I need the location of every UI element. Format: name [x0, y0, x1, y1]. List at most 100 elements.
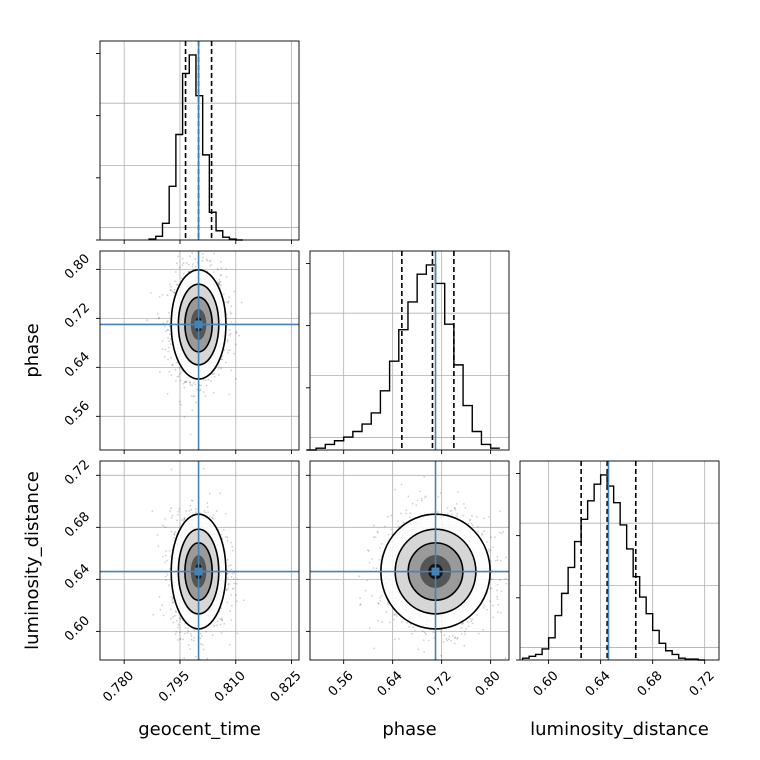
sample-point — [219, 492, 222, 495]
sample-point — [456, 512, 459, 515]
sample-point — [170, 285, 172, 288]
sample-point — [191, 384, 194, 387]
sample-point — [183, 416, 186, 418]
sample-point — [467, 625, 470, 628]
sample-point — [220, 284, 222, 287]
sample-point — [183, 517, 186, 519]
sample-point — [190, 634, 193, 637]
sample-point — [206, 259, 209, 262]
sample-point — [201, 635, 203, 637]
sample-point — [477, 531, 479, 533]
sample-point — [374, 536, 377, 538]
sample-point — [152, 613, 155, 616]
sample-point — [227, 302, 230, 304]
sample-point — [414, 629, 416, 632]
x-tick-label: 0.72 — [424, 668, 455, 699]
sample-point — [496, 583, 499, 586]
panel-phase-phase — [306, 250, 510, 454]
sample-point — [377, 602, 380, 604]
sample-point — [378, 559, 381, 561]
sample-point — [220, 632, 223, 634]
sample-point — [184, 381, 187, 384]
sample-point — [405, 509, 408, 512]
sample-point — [235, 594, 237, 596]
y-tick-label: 0.72 — [62, 300, 93, 331]
sample-point — [393, 618, 395, 621]
sample-point — [378, 547, 381, 549]
sample-point — [366, 579, 368, 582]
sample-point — [456, 515, 458, 517]
sample-point — [177, 639, 179, 641]
panel-frame — [309, 460, 510, 661]
sample-point — [406, 621, 409, 624]
sample-point — [448, 635, 451, 638]
sample-point — [183, 632, 186, 635]
sample-point — [390, 514, 393, 517]
sample-point — [469, 617, 472, 620]
sample-point — [230, 541, 233, 544]
sample-point — [183, 517, 186, 520]
sample-point — [218, 278, 221, 281]
sample-point — [229, 311, 232, 314]
sample-point — [213, 624, 216, 627]
sample-point — [504, 556, 507, 559]
sample-point — [235, 332, 238, 334]
sample-point — [187, 630, 190, 632]
sample-point — [208, 260, 211, 263]
sample-point — [216, 620, 219, 623]
sample-point — [202, 467, 205, 470]
sample-point — [230, 575, 233, 578]
sample-point — [188, 510, 191, 512]
sample-point — [226, 572, 229, 575]
sample-point — [424, 631, 426, 634]
sample-point — [157, 317, 160, 319]
sample-point — [166, 328, 169, 331]
sample-point — [242, 599, 245, 602]
sample-point — [476, 516, 478, 518]
sample-point — [469, 518, 472, 521]
sample-point — [192, 263, 195, 266]
sample-point — [379, 597, 381, 599]
sample-point — [233, 290, 236, 293]
sample-point — [161, 340, 164, 342]
sample-point — [393, 613, 395, 616]
sample-point — [220, 533, 223, 536]
sample-point — [190, 508, 193, 511]
y-tick-label: 0.64 — [62, 349, 93, 380]
x-tick-label: 0.795 — [156, 668, 193, 705]
sample-point — [454, 642, 456, 645]
sample-point — [177, 510, 180, 513]
sample-point — [415, 504, 418, 507]
sample-point — [176, 375, 179, 378]
sample-point — [439, 631, 442, 633]
sample-point — [170, 507, 172, 510]
sample-point — [470, 620, 473, 623]
sample-point — [169, 338, 172, 340]
sample-point — [230, 604, 233, 607]
sample-point — [169, 343, 172, 345]
sample-point — [212, 271, 215, 273]
sample-point — [220, 358, 223, 361]
sample-point — [405, 512, 408, 515]
sample-point — [228, 296, 230, 298]
sample-point — [373, 647, 376, 650]
sample-point — [174, 531, 177, 533]
sample-point — [456, 637, 458, 640]
sample-point — [489, 587, 492, 590]
sample-point — [227, 587, 230, 590]
sample-point — [170, 608, 172, 611]
sample-point — [500, 590, 503, 592]
panel-frame — [309, 250, 510, 451]
sample-point — [194, 257, 197, 260]
sample-point — [437, 495, 440, 498]
sample-point — [462, 622, 464, 625]
sample-point — [231, 545, 234, 548]
sample-point — [222, 529, 225, 531]
sample-point — [482, 517, 485, 520]
sample-point — [497, 611, 499, 614]
sample-point — [158, 295, 161, 298]
sample-point — [193, 395, 196, 398]
sample-point — [386, 601, 389, 604]
sample-point — [421, 499, 423, 502]
sample-point — [505, 582, 508, 585]
